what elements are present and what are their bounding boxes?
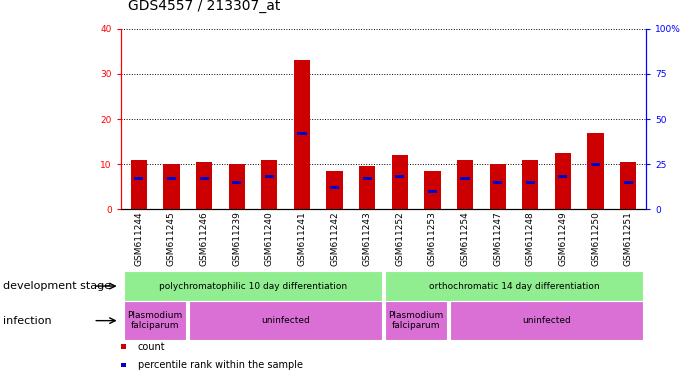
Text: uninfected: uninfected bbox=[522, 316, 571, 325]
Bar bbox=[229, 164, 245, 209]
Text: Plasmodium
falciparum: Plasmodium falciparum bbox=[128, 311, 183, 330]
Bar bbox=[134, 177, 144, 180]
Bar bbox=[460, 177, 470, 180]
Bar bbox=[131, 160, 147, 209]
Bar bbox=[385, 301, 447, 340]
Bar bbox=[526, 180, 535, 184]
Bar bbox=[363, 177, 372, 180]
Text: development stage: development stage bbox=[3, 281, 111, 291]
Text: GSM611240: GSM611240 bbox=[265, 211, 274, 266]
Bar bbox=[424, 171, 441, 209]
Bar bbox=[261, 160, 278, 209]
Bar bbox=[385, 271, 643, 301]
Text: infection: infection bbox=[3, 316, 52, 326]
Bar bbox=[555, 153, 571, 209]
Bar bbox=[522, 160, 538, 209]
Text: GDS4557 / 213307_at: GDS4557 / 213307_at bbox=[128, 0, 281, 13]
Text: polychromatophilic 10 day differentiation: polychromatophilic 10 day differentiatio… bbox=[159, 281, 347, 291]
Text: GSM611249: GSM611249 bbox=[558, 211, 567, 266]
Text: GSM611246: GSM611246 bbox=[200, 211, 209, 266]
Bar bbox=[124, 301, 186, 340]
Bar bbox=[489, 164, 506, 209]
Bar bbox=[167, 177, 176, 180]
Bar bbox=[326, 171, 343, 209]
Bar bbox=[200, 177, 209, 180]
Text: GSM611248: GSM611248 bbox=[526, 211, 535, 266]
Text: percentile rank within the sample: percentile rank within the sample bbox=[138, 360, 303, 370]
Bar bbox=[623, 180, 633, 184]
Text: GSM611241: GSM611241 bbox=[297, 211, 306, 266]
Bar bbox=[163, 164, 180, 209]
Text: GSM611243: GSM611243 bbox=[363, 211, 372, 266]
Bar bbox=[591, 162, 600, 166]
Bar bbox=[558, 175, 567, 179]
Bar bbox=[620, 162, 636, 209]
Text: GSM611239: GSM611239 bbox=[232, 211, 241, 266]
Text: GSM611250: GSM611250 bbox=[591, 211, 600, 266]
Bar bbox=[294, 60, 310, 209]
Bar bbox=[330, 186, 339, 189]
Text: Plasmodium
falciparum: Plasmodium falciparum bbox=[388, 311, 444, 330]
Text: GSM611242: GSM611242 bbox=[330, 211, 339, 266]
Bar bbox=[189, 301, 382, 340]
Bar bbox=[493, 180, 502, 184]
Bar bbox=[265, 175, 274, 179]
Bar bbox=[428, 190, 437, 193]
Text: count: count bbox=[138, 342, 166, 352]
Text: GSM611254: GSM611254 bbox=[461, 211, 470, 266]
Bar bbox=[392, 155, 408, 209]
Bar bbox=[457, 160, 473, 209]
Bar bbox=[395, 175, 404, 179]
Bar bbox=[124, 271, 382, 301]
Text: orthochromatic 14 day differentiation: orthochromatic 14 day differentiation bbox=[428, 281, 599, 291]
Text: uninfected: uninfected bbox=[261, 316, 310, 325]
Text: GSM611253: GSM611253 bbox=[428, 211, 437, 266]
Text: GSM611245: GSM611245 bbox=[167, 211, 176, 266]
Bar bbox=[359, 166, 375, 209]
Text: GSM611251: GSM611251 bbox=[624, 211, 633, 266]
Text: GSM611252: GSM611252 bbox=[395, 211, 404, 266]
Bar bbox=[232, 180, 241, 184]
Bar bbox=[196, 162, 212, 209]
Bar bbox=[297, 132, 307, 135]
Text: GSM611244: GSM611244 bbox=[134, 211, 143, 266]
Bar bbox=[451, 301, 643, 340]
Text: GSM611247: GSM611247 bbox=[493, 211, 502, 266]
Bar bbox=[587, 132, 604, 209]
